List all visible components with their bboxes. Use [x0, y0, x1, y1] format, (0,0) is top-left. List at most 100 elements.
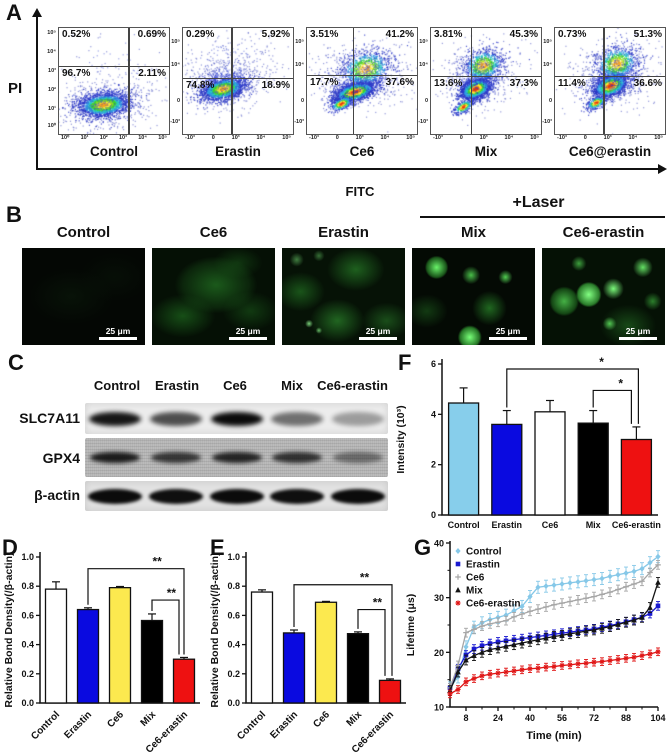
blot-band — [90, 452, 141, 463]
laser-group-underline — [420, 216, 665, 218]
blot-lane-header: Ce6 — [223, 378, 247, 393]
quadrant-pct-ul: 0.52% — [62, 29, 91, 40]
scale-bar-text: 25 μm — [495, 326, 521, 336]
x-category-label: Ce6-erastin — [612, 520, 661, 530]
x-tick: 10⁴ — [504, 135, 514, 141]
quadrant-pct-ll: 13.6% — [434, 77, 463, 89]
x-tick-label: 88 — [621, 713, 631, 723]
y-tick: 10³ — [48, 68, 56, 75]
blot-band — [271, 411, 324, 426]
y-tick-label: 0.8 — [227, 581, 240, 591]
significance-bracket — [592, 389, 632, 424]
y-axis-title: PI — [8, 80, 23, 97]
y-tick: 0 — [548, 97, 552, 104]
y-tick-label: 0.2 — [227, 669, 240, 679]
quadrant-pct-ur: 0.69% — [137, 29, 166, 40]
panel-d-label: D — [2, 535, 18, 560]
x-tick: 10³ — [603, 135, 612, 141]
flow-plot-title: Control — [90, 144, 138, 159]
y-tick: 10⁵ — [295, 38, 304, 45]
x-category-label: Control — [448, 520, 480, 530]
intensity-bar-chart: 0 2 4 6 Control Erastin Ce6 Mix Ce6-erastin * * Int… — [395, 355, 661, 530]
x-tick: 0 — [335, 135, 339, 141]
flow-scatter-canvas — [431, 28, 541, 134]
legend-label: Erastin — [466, 560, 500, 571]
quadrant-pct-ll: 11.4% — [558, 77, 586, 89]
panel-b-microscopy: B +Laser Control Ce6 Erastin Mix Ce6-era… — [0, 190, 669, 348]
x-tick: 10⁵ — [158, 135, 167, 141]
x-tick: 10⁰ — [61, 135, 70, 141]
scale-bar-line — [99, 337, 137, 340]
blot-strip-slc7a11 — [85, 403, 388, 434]
y-tick-label: 2 — [431, 460, 436, 470]
panel-g-label: G — [414, 535, 432, 560]
legend-label: Control — [466, 547, 502, 558]
y-tick: 10⁴ — [47, 49, 56, 56]
x-category-label: Ce6 — [542, 520, 559, 530]
y-tick-label: 0.2 — [21, 669, 34, 679]
y-tick: -10³ — [418, 119, 428, 126]
blot-band — [88, 488, 143, 504]
x-tick: 10⁴ — [628, 135, 638, 141]
blot-lane-header: Erastin — [154, 378, 200, 393]
y-tick-labels: 10⁵ 10⁴ 10³ 10² 10¹ 10⁰ — [38, 28, 57, 134]
quadrant-pct-ll: 96.7% — [62, 68, 91, 80]
microscopy-column-title: Ce6-erastin — [562, 224, 645, 241]
blot-band — [149, 411, 202, 426]
panel-e-density-chart: E 0.0 0.2 0.4 0.6 0.8 1.0 Control Erastin Ce6 Mix… — [210, 535, 410, 752]
y-tick-label: 0.4 — [227, 640, 240, 650]
quadrant-pct-lr: 2.11% — [138, 68, 166, 80]
x-tick: 10⁵ — [406, 135, 415, 141]
y-tick: 10⁴ — [171, 61, 180, 68]
blot-strip-gpx4 — [85, 438, 388, 477]
y-axis-title: Intensity (10³) — [395, 405, 407, 473]
scale-bar-text: 25 μm — [365, 326, 391, 336]
microscopy-column-title: Ce6 — [199, 224, 228, 241]
flow-plot-control: 0.52% 0.69% 96.7% 2.11% 10⁵ 10⁴ 10³ 10² 10¹ 1… — [47, 27, 170, 159]
x-tick: 10⁴ — [256, 135, 266, 141]
y-tick: -10³ — [294, 119, 304, 126]
microscopy-image-control: 25 μm — [22, 248, 145, 345]
x-axis-title: FITC — [345, 184, 375, 199]
microscopy-image-erastin: 25 μm — [282, 248, 405, 345]
quadrant-pct-lr: 37.3% — [509, 77, 538, 89]
x-category-label: Control — [29, 709, 62, 742]
y-tick-label: 0.6 — [227, 610, 240, 620]
bar — [346, 633, 370, 704]
bar — [447, 402, 480, 516]
x-category-label: Mix — [586, 520, 601, 530]
y-axis-title: Lifetime (μs) — [405, 594, 417, 656]
quadrant-pct-lr: 36.6% — [633, 77, 662, 89]
blot-band — [332, 452, 383, 463]
significance-label: * — [599, 355, 604, 369]
y-tick: -10³ — [170, 119, 180, 126]
blot-lane-header: Ce6-erastin — [317, 378, 388, 393]
bar — [577, 422, 609, 516]
bar — [250, 591, 274, 704]
x-tick-label: 56 — [557, 713, 567, 723]
y-tick-label: 6 — [431, 359, 436, 369]
x-category-label: Erastin — [268, 709, 300, 741]
bar — [534, 411, 566, 516]
y-tick: 0 — [176, 97, 180, 104]
y-tick-label: 4 — [431, 409, 436, 419]
laser-group-label: +Laser — [512, 194, 565, 211]
bar — [282, 632, 306, 704]
quadrant-hline — [307, 74, 417, 76]
panel-g-lifetime-chart: G 10 20 30 40 8 24 40 56 72 88 104 Control Erastin Ce… — [400, 535, 669, 752]
quadrant-pct-ul: 3.51% — [310, 29, 339, 40]
scale-bar-line — [489, 337, 527, 340]
y-tick-labels: 10⁵ 10⁴ 0 -10³ — [410, 28, 429, 134]
bar — [314, 601, 338, 704]
x-tick: 10⁴ — [380, 135, 390, 141]
y-axis-title: Relative Bond Density(/β-actin) — [210, 552, 221, 707]
panel-b-label: B — [6, 202, 22, 227]
quadrant-vline — [470, 28, 472, 134]
flow-plot-erastin: 0.29% 5.92% 74.8% 18.9% 10⁵ 10⁴ 0 -10³ -10³… — [170, 27, 294, 159]
quadrant-pct-lr: 18.9% — [261, 79, 290, 91]
bar — [108, 587, 132, 704]
blot-band — [89, 411, 142, 426]
significance-label: ** — [373, 596, 383, 610]
y-tick-labels: 10⁵ 10⁴ 0 -10³ — [534, 28, 553, 134]
bar — [76, 608, 100, 704]
